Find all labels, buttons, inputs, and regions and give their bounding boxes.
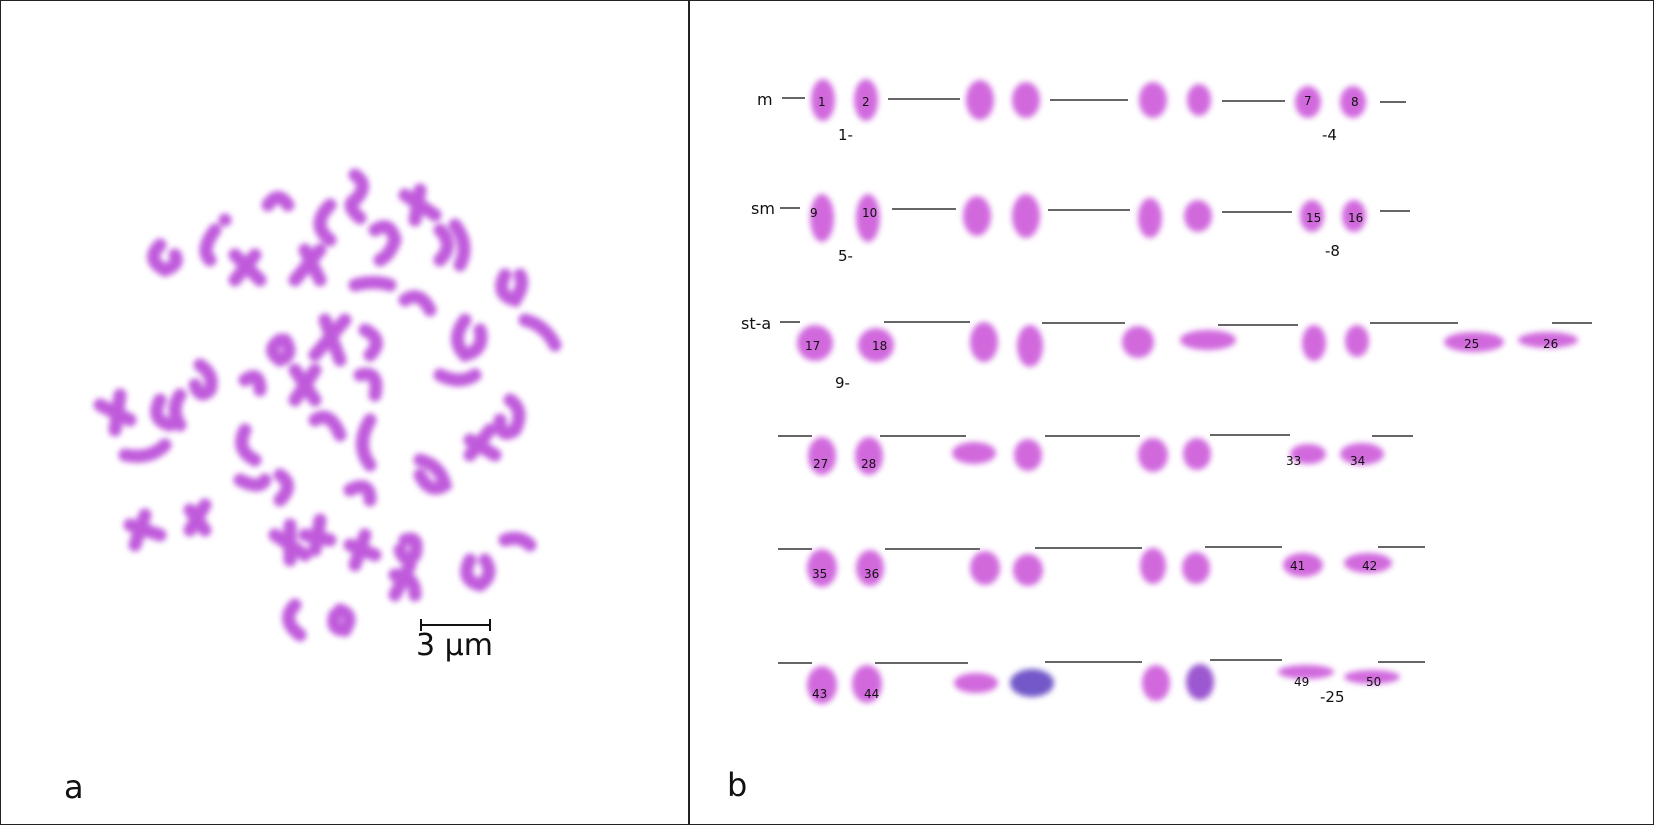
chromosome-number: 42: [1362, 559, 1377, 573]
chromosome-number: 10: [862, 206, 877, 220]
range-label: -8: [1325, 242, 1340, 260]
row-label-m: m: [757, 90, 773, 109]
chromosome-number: 2: [862, 95, 870, 109]
chromosome-number: 17: [805, 339, 820, 353]
row-label-st-a: st-a: [741, 314, 771, 333]
panel-label-b: b: [727, 766, 748, 804]
chromosome-number: 18: [872, 339, 887, 353]
chromosome-number: 7: [1304, 94, 1312, 108]
chromosome-number: 33: [1286, 454, 1301, 468]
chromosome-number: 15: [1306, 211, 1321, 225]
chromosome-number: 16: [1348, 211, 1363, 225]
panel-label-a: a: [64, 768, 84, 806]
chromosome-number: 49: [1294, 675, 1309, 689]
chromosome-number: 41: [1290, 559, 1305, 573]
metaphase-spread-image: [93, 168, 562, 642]
scale-bar-label: 3 μm: [416, 628, 493, 663]
row-label-sm: sm: [751, 199, 775, 218]
chromosome-number: 35: [812, 567, 827, 581]
chromosome-number: 9: [810, 206, 818, 220]
chromosome-number: 36: [864, 567, 879, 581]
scale-bar: [420, 619, 491, 631]
chromosome-number: 8: [1351, 95, 1359, 109]
chromosome-number: 25: [1464, 337, 1479, 351]
range-label: 1-: [838, 126, 853, 144]
chromosome-number: 27: [813, 457, 828, 471]
karyotype-lines: [778, 97, 1592, 664]
range-label: -4: [1322, 126, 1337, 144]
chromosome-number: 34: [1350, 454, 1365, 468]
chromosome-number: 1: [818, 95, 826, 109]
range-label: 5-: [838, 247, 853, 265]
karyotype-chromosomes: [797, 79, 1578, 704]
chromosome-number: 44: [864, 687, 879, 701]
chromosome-number: 43: [812, 687, 827, 701]
chromosome-number: 26: [1543, 337, 1558, 351]
range-label: 9-: [835, 374, 850, 392]
chromosome-number: 50: [1366, 675, 1381, 689]
panel-divider: [688, 0, 690, 825]
chromosome-number: 28: [861, 457, 876, 471]
range-label: -25: [1320, 688, 1345, 706]
